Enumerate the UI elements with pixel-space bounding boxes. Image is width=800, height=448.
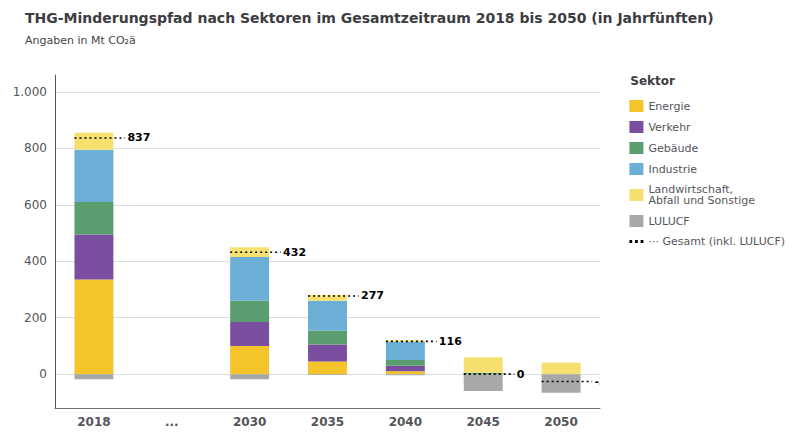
svg-text:2050: 2050	[544, 415, 577, 429]
svg-text:THG-Minderungspfad nach Sektor: THG-Minderungspfad nach Sektoren im Gesa…	[25, 10, 714, 26]
svg-text:Verkehr: Verkehr	[648, 121, 691, 134]
svg-text:200: 200	[24, 311, 47, 325]
svg-text:277: 277	[361, 289, 384, 302]
svg-text:Industrie: Industrie	[648, 163, 697, 176]
svg-text:Landwirtschaft,: Landwirtschaft,	[648, 183, 734, 196]
svg-text:0: 0	[517, 368, 525, 381]
svg-text:837: 837	[127, 131, 150, 144]
svg-text:800: 800	[24, 141, 47, 155]
svg-text:2030: 2030	[233, 415, 266, 429]
svg-text:0: 0	[39, 367, 47, 381]
svg-text:··· Gesamt (inkl. LULUCF): ··· Gesamt (inkl. LULUCF)	[648, 235, 785, 248]
svg-text:600: 600	[24, 198, 47, 212]
svg-text:2018: 2018	[77, 415, 110, 429]
svg-text:-26: -26	[595, 375, 615, 388]
svg-text:...: ...	[165, 415, 179, 429]
svg-text:Gebäude: Gebäude	[648, 142, 698, 155]
svg-text:116: 116	[439, 335, 462, 348]
svg-text:Abfall und Sonstige: Abfall und Sonstige	[648, 194, 755, 207]
svg-text:432: 432	[283, 246, 306, 259]
svg-text:Energie: Energie	[648, 100, 690, 113]
svg-text:2045: 2045	[467, 415, 500, 429]
svg-text:LULUCF: LULUCF	[648, 215, 689, 228]
svg-text:Angaben in Mt CO₂ä: Angaben in Mt CO₂ä	[25, 34, 136, 47]
svg-text:Sektor: Sektor	[630, 74, 675, 88]
svg-text:400: 400	[24, 254, 47, 268]
svg-text:2040: 2040	[389, 415, 422, 429]
svg-text:2035: 2035	[311, 415, 344, 429]
svg-text:1.000: 1.000	[13, 85, 47, 99]
